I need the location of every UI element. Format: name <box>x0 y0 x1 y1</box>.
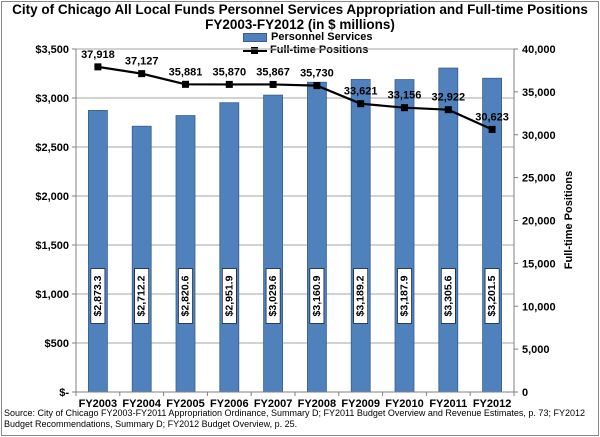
line-marker <box>182 80 189 88</box>
y2-axis-label: Full-time Positions <box>563 170 575 270</box>
bar-label-box <box>484 268 500 324</box>
line-value-label: 32,922 <box>431 92 465 104</box>
y2-tick-label: 25,000 <box>522 173 556 185</box>
bar-value-label: $3,305.6 <box>442 275 454 316</box>
y2-tick-label: 15,000 <box>522 258 556 270</box>
line-marker <box>313 82 321 90</box>
line-marker <box>401 104 408 112</box>
y-tick-label: $2,500 <box>35 142 69 154</box>
x-tick-label: FY2004 <box>122 398 161 410</box>
source-note: Source: City of Chicago FY2003-FY2011 Ap… <box>4 408 585 429</box>
x-tick-label: FY2008 <box>298 398 337 410</box>
line-value-label: 35,870 <box>212 66 246 78</box>
bar <box>131 125 152 393</box>
y2-tick-label: 10,000 <box>522 301 556 313</box>
bar-value-label: $2,820.6 <box>180 275 192 316</box>
chart-title: City of Chicago All Local Funds Personne… <box>12 2 588 17</box>
line-marker <box>138 70 146 78</box>
bar-label-box <box>222 268 237 324</box>
y-tick-label: $1,500 <box>35 240 69 252</box>
line-value-label: 33,156 <box>388 90 422 102</box>
line-value-label: 35,867 <box>256 66 290 78</box>
x-tick-label: FY2007 <box>254 398 293 410</box>
y-tick-label: $3,500 <box>35 44 69 56</box>
bar <box>219 102 240 393</box>
bar-label-box <box>134 268 149 324</box>
bar <box>263 94 284 393</box>
bar <box>350 79 371 393</box>
y2-tick-label: 35,000 <box>522 87 556 99</box>
line-marker <box>444 106 452 114</box>
y2-tick-label: 40,000 <box>522 44 556 56</box>
bar-value-label: $2,873.3 <box>92 275 104 316</box>
y-tick-label: $- <box>59 387 69 399</box>
line-marker <box>357 100 365 108</box>
x-tick-label: FY2006 <box>210 398 249 410</box>
bar <box>438 67 459 393</box>
line-value-label: 37,127 <box>125 56 159 68</box>
x-tick-label: FY2003 <box>79 398 118 410</box>
bar <box>175 115 196 393</box>
line-marker <box>94 63 102 71</box>
legend: Personnel Services Full-time Positions <box>243 31 373 57</box>
line-value-label: 37,918 <box>81 49 115 61</box>
positions-line <box>97 65 493 131</box>
bar-label-box <box>178 268 193 324</box>
bar <box>394 79 415 393</box>
line-marker <box>225 80 233 88</box>
bar-value-label: $3,187.9 <box>399 275 411 316</box>
bar-label-box <box>265 268 281 324</box>
x-tick-label: FY2011 <box>429 398 467 410</box>
line-value-label: 35,730 <box>300 68 334 80</box>
y-tick-label: $500 <box>45 338 69 350</box>
x-tick-label: FY2012 <box>473 398 512 410</box>
bar-value-label: $2,951.9 <box>223 275 235 316</box>
bar-value-label: $3,201.5 <box>486 275 498 316</box>
line-marker <box>488 125 496 133</box>
legend-line-label: Full-time Positions <box>270 44 369 56</box>
y-tick-label: $2,000 <box>35 191 69 203</box>
x-tick-label: FY2009 <box>341 398 380 410</box>
bar-value-label: $2,712.2 <box>136 275 148 316</box>
bar-label-box <box>353 268 369 324</box>
y2-tick-label: 0 <box>522 387 528 399</box>
bar-value-label: $3,029.6 <box>267 275 279 316</box>
chart-subtitle: FY2003-FY2012 (in $ millions) <box>205 17 395 32</box>
bar-label-box <box>397 268 412 324</box>
line-value-label: 30,623 <box>475 111 509 123</box>
legend-item-bar: Personnel Services <box>243 31 373 44</box>
bar-label-box <box>440 268 456 324</box>
line-marker <box>269 80 277 88</box>
legend-bar-swatch <box>243 33 267 42</box>
y-tick-label: $3,000 <box>35 93 69 105</box>
bar-value-label: $3,160.9 <box>311 275 323 316</box>
bar <box>306 81 327 393</box>
legend-bar-label: Personnel Services <box>271 31 373 43</box>
bar-label-box <box>309 268 325 324</box>
legend-item-line: Full-time Positions <box>243 44 373 57</box>
bar <box>88 110 108 393</box>
bar-value-label: $3,189.2 <box>355 275 367 316</box>
y2-tick-label: 20,000 <box>522 216 556 228</box>
line-value-label: 35,881 <box>169 66 203 78</box>
y2-tick-label: 30,000 <box>522 130 556 142</box>
y-tick-label: $1,000 <box>35 289 69 301</box>
x-tick-label: FY2010 <box>385 398 424 410</box>
legend-line-swatch <box>243 46 267 55</box>
y2-tick-label: 5,000 <box>522 344 550 356</box>
x-tick-label: FY2005 <box>166 398 205 410</box>
line-value-label: 33,621 <box>344 86 378 98</box>
bar-label-box <box>90 268 106 324</box>
